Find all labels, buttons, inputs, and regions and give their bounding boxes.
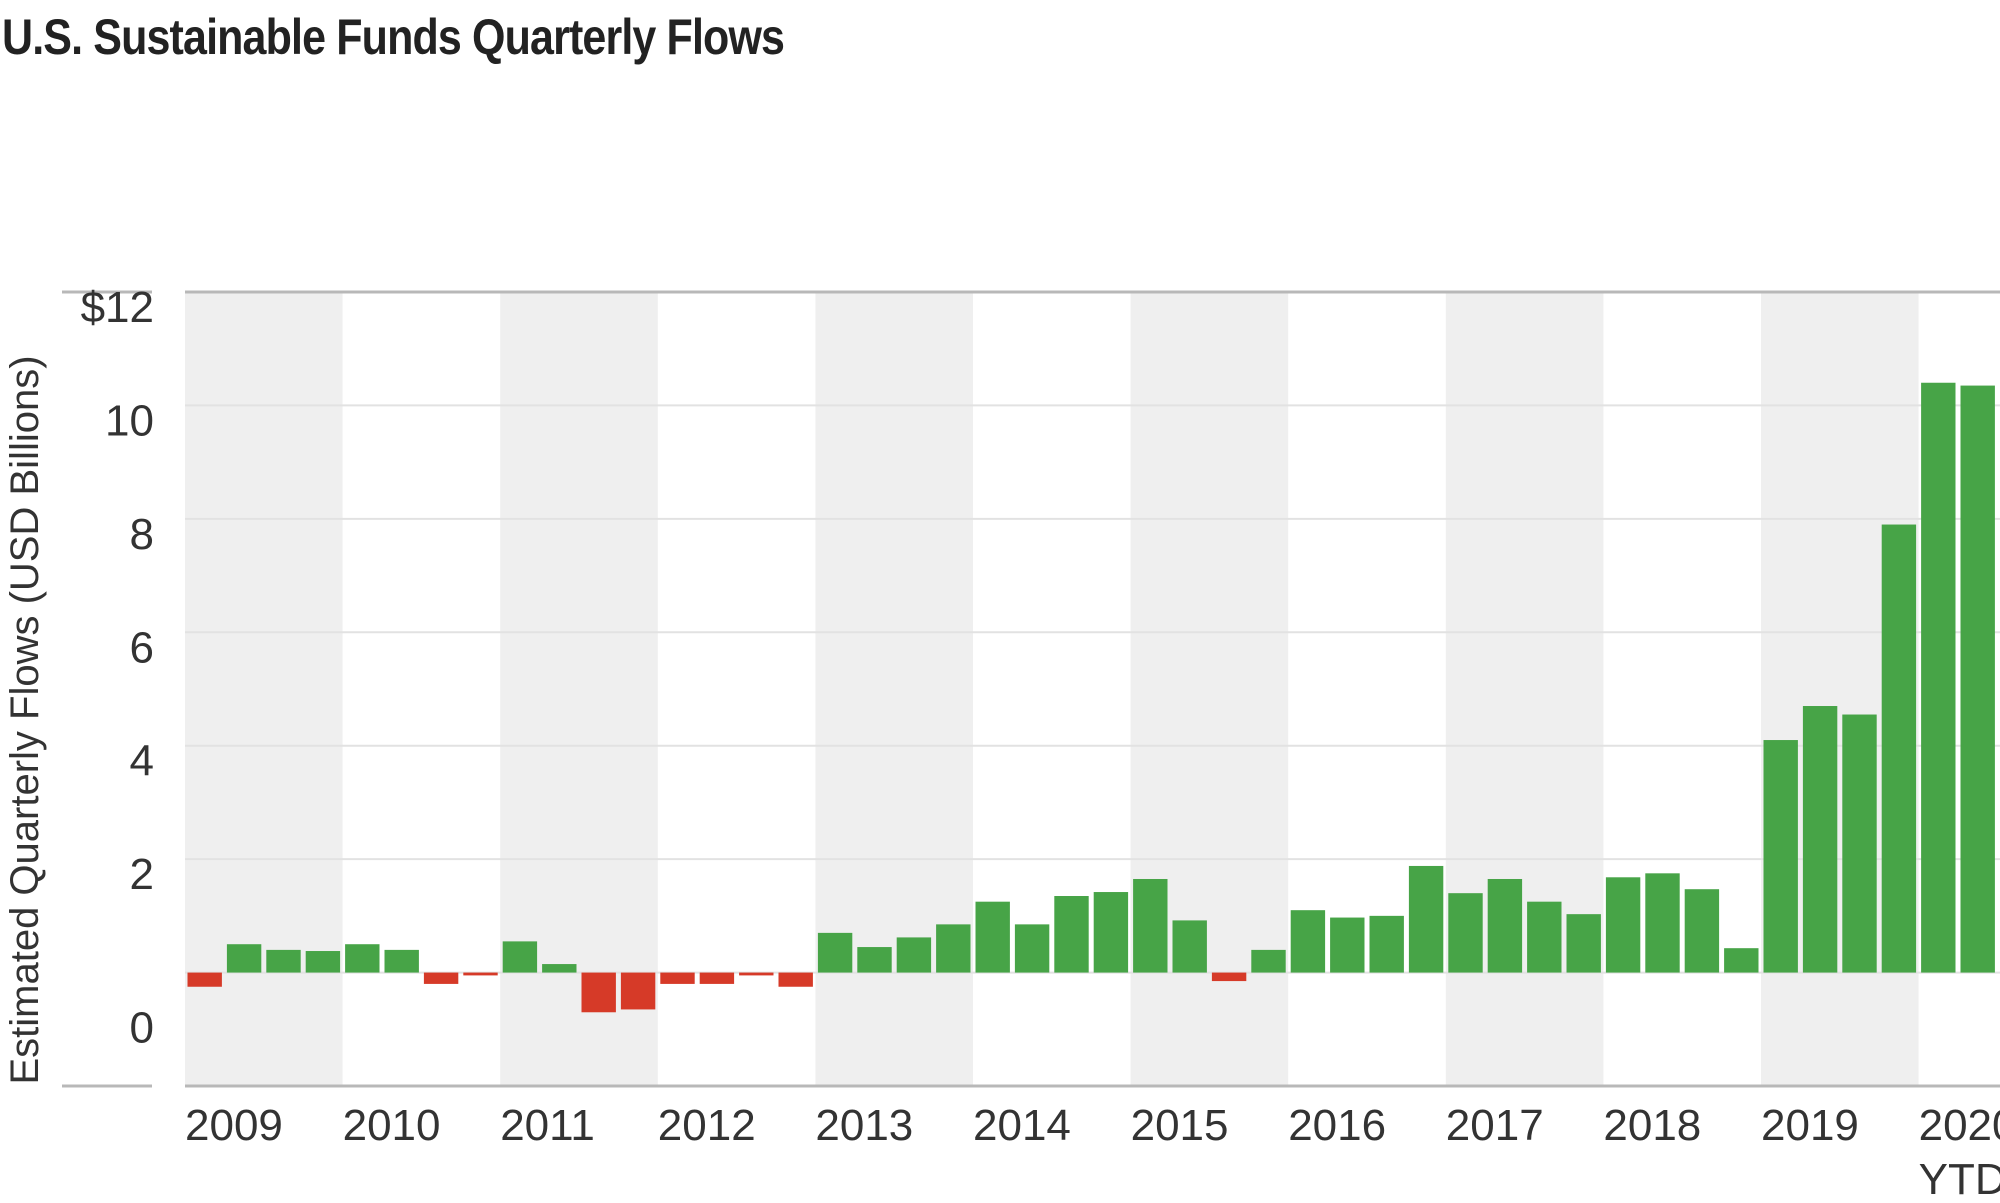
bar — [1684, 889, 1720, 973]
bar — [1881, 524, 1917, 973]
bar — [463, 972, 498, 976]
bar — [1133, 878, 1168, 973]
bar — [226, 944, 262, 973]
gridlines — [185, 404, 2000, 974]
y-tick-label: 8 — [130, 510, 154, 559]
y-tick-label: 0 — [130, 1004, 154, 1053]
x-tick-label: 2012 — [658, 1101, 756, 1150]
bar — [1802, 706, 1838, 973]
y-tick-label: 10 — [105, 396, 154, 445]
x-tick-label: 2017 — [1446, 1101, 1544, 1150]
y-tick-label: 6 — [130, 623, 154, 672]
bar — [699, 972, 735, 984]
bar — [857, 947, 892, 973]
bar — [896, 937, 932, 973]
y-tick-label: $12 — [81, 283, 154, 332]
bar — [266, 949, 301, 973]
bar — [660, 972, 695, 984]
bar — [1566, 914, 1601, 973]
bar — [502, 941, 538, 973]
bar — [778, 972, 813, 987]
bar — [936, 924, 971, 973]
bars — [187, 382, 1995, 1013]
x-tick-label: 2019 — [1761, 1101, 1859, 1150]
bar — [1211, 972, 1247, 982]
bar — [423, 972, 459, 984]
bar — [542, 964, 577, 973]
axis-lines — [62, 290, 2000, 1088]
bar — [1054, 896, 1089, 973]
x-tick-label: 2011 — [500, 1101, 595, 1150]
x-tick-label: 2013 — [815, 1101, 913, 1150]
bar — [1960, 385, 1995, 973]
bar — [1724, 948, 1759, 973]
chart-title: U.S. Sustainable Funds Quarterly Flows — [2, 9, 785, 65]
x-tick-label: 2018 — [1603, 1101, 1701, 1150]
bar — [1842, 714, 1877, 973]
bar — [187, 972, 222, 987]
bar — [1172, 920, 1207, 973]
bar — [1369, 915, 1404, 973]
bar — [1448, 893, 1483, 973]
bar — [1527, 901, 1562, 973]
x-tick-label: 2016 — [1288, 1101, 1386, 1150]
bar — [975, 901, 1010, 973]
bar — [739, 972, 774, 976]
bar — [1605, 877, 1641, 973]
bar — [384, 949, 419, 973]
bar — [1093, 892, 1129, 973]
bar — [1763, 740, 1798, 973]
bar — [581, 972, 616, 1013]
y-axis-ticks: $12 10 8 6 4 2 0 — [81, 283, 154, 1053]
bar — [1290, 910, 1326, 973]
bar — [1487, 878, 1523, 973]
bar — [620, 972, 656, 1010]
bar — [1645, 873, 1680, 973]
x-tick-label: 2014 — [973, 1101, 1071, 1150]
x-axis-ticks: 2009 2010 2011 2012 2013 2014 2015 2016 2017 2018… — [185, 1101, 2000, 1203]
bar — [1408, 865, 1444, 973]
y-axis-title: Estimated Quarterly Flows (USD Billions) — [3, 355, 47, 1084]
bar — [1921, 382, 1956, 973]
bar — [1014, 924, 1050, 973]
x-tick-sublabel: YTD* — [1919, 1155, 2000, 1203]
x-tick-label: 2010 — [343, 1101, 441, 1150]
bar — [345, 944, 380, 973]
x-tick-label: 2009 — [185, 1101, 283, 1150]
x-tick-label: 2015 — [1131, 1101, 1229, 1150]
bar — [1330, 917, 1365, 973]
bar — [817, 932, 853, 973]
y-tick-label: 4 — [130, 737, 154, 786]
bar — [1251, 949, 1286, 973]
y-tick-label: 2 — [130, 850, 154, 899]
bar — [305, 951, 341, 973]
